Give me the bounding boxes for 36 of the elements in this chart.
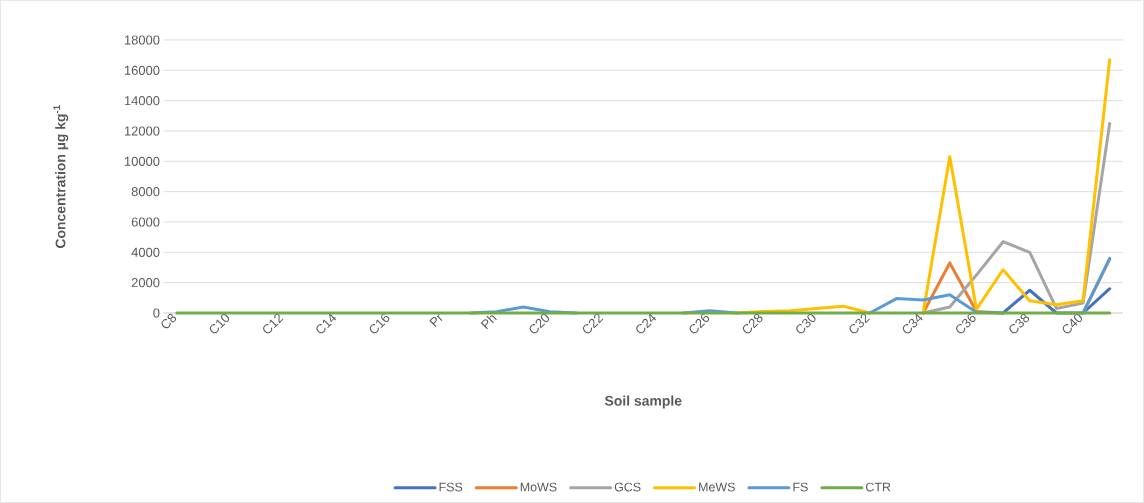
- y-tick-label: 14000: [124, 96, 160, 106]
- y-tick-label: 12000: [124, 126, 160, 136]
- x-axis-title: Soil sample: [604, 395, 682, 409]
- x-tick-label: C24: [636, 313, 657, 334]
- y-axis-title: Concentration µg kg$^{-1}$: [53, 105, 69, 249]
- y-tick-label: 16000: [124, 65, 160, 75]
- x-tick-label: C32: [849, 313, 871, 334]
- legend-label: MoWS: [520, 482, 557, 492]
- y-tick-label: 10000: [124, 156, 160, 166]
- y-tick-label: 0: [153, 308, 160, 318]
- x-tick-label: C14: [316, 313, 337, 334]
- x-tick-label: C12: [263, 313, 284, 334]
- x-tick-label: Pr: [429, 313, 443, 328]
- legend-label: GCS: [614, 482, 641, 492]
- x-tick-label: C20: [529, 313, 550, 334]
- x-tick-label: C16: [369, 313, 390, 334]
- x-tick-label: C22: [582, 313, 604, 334]
- x-tick-label: C30: [796, 313, 816, 334]
- x-tick-label: C8: [161, 313, 177, 329]
- x-tick-label: C26: [689, 313, 710, 334]
- x-tick-label: C10: [209, 313, 230, 334]
- y-tick-label: 8000: [131, 187, 160, 197]
- legend-label: MeWS: [699, 482, 735, 492]
- x-tick-label: C38: [1009, 313, 1030, 334]
- y-tick-label: 4000: [131, 247, 160, 257]
- y-tick-label: 18000: [124, 35, 160, 45]
- y-tick-label: 2000: [131, 278, 160, 288]
- x-tick-label: Ph: [480, 315, 497, 330]
- x-tick-label: C36: [956, 313, 976, 334]
- x-tick-label: C28: [742, 313, 763, 334]
- x-tick-label: C40: [1062, 313, 1083, 334]
- legend-label: FSS: [439, 482, 463, 492]
- x-tick-label: C34: [902, 313, 923, 334]
- legend-label: FS: [793, 482, 808, 492]
- legend-label: CTR: [865, 482, 891, 492]
- y-tick-label: 6000: [131, 217, 160, 227]
